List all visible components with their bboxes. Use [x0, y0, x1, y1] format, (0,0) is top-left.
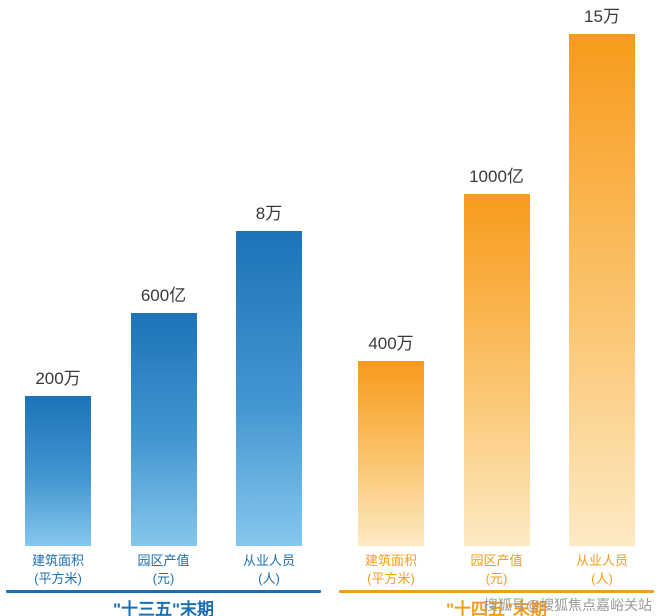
grouped-bar-chart: 200万 建筑面积 (平方米) 600亿 园区产值 (元) — [0, 4, 660, 616]
bar-employees-13th — [236, 231, 302, 546]
bar-building-area-13th — [25, 396, 91, 546]
axis-category-label: 园区产值 (元) — [470, 552, 522, 588]
bar-column-employees: 15万 从业人员 (人) — [562, 4, 642, 588]
bar-column-employees: 8万 从业人员 (人) — [229, 4, 309, 588]
bar-value-label: 400万 — [368, 334, 414, 353]
axis-category-label: 从业人员 (人) — [576, 552, 628, 588]
category-name: 园区产值 — [470, 553, 523, 568]
category-name: 从业人员 — [575, 553, 628, 568]
category-name: 建筑面积 — [364, 553, 417, 568]
category-unit: (元) — [485, 571, 508, 586]
bar-column-building-area: 400万 建筑面积 (平方米) — [351, 4, 431, 588]
category-name: 从业人员 — [242, 553, 295, 568]
bar-column-park-output: 600亿 园区产值 (元) — [124, 4, 204, 588]
bar-park-output-13th — [130, 313, 197, 546]
category-unit: (人) — [258, 571, 280, 586]
axis-category-label: 园区产值 (元) — [137, 552, 189, 588]
category-unit: (平方米) — [34, 571, 82, 586]
bar-employees-14th — [569, 34, 635, 546]
bar-building-area-14th — [358, 361, 424, 546]
bar-value-label: 200万 — [35, 369, 81, 388]
group-divider-line — [339, 590, 654, 593]
bar-value-label: 8万 — [255, 204, 283, 223]
bar-column-park-output: 1000亿 园区产值 (元) — [457, 4, 537, 588]
bar-column-building-area: 200万 建筑面积 (平方米) — [18, 4, 98, 588]
axis-category-label: 建筑面积 (平方米) — [365, 552, 417, 588]
category-unit: (元) — [152, 571, 175, 586]
group-label-14th-plan: "十四五"末期 — [445, 600, 548, 616]
bars-row: 200万 建筑面积 (平方米) 600亿 园区产值 (元) — [6, 4, 321, 588]
category-unit: (平方米) — [367, 571, 415, 586]
category-unit: (人) — [591, 571, 613, 586]
axis-category-label: 从业人员 (人) — [243, 552, 295, 588]
category-name: 园区产值 — [137, 553, 190, 568]
group-14th-plan-period: 400万 建筑面积 (平方米) 1000亿 园区产值 (元) — [339, 4, 654, 616]
bar-value-label: 1000亿 — [469, 167, 524, 186]
bar-value-label: 600亿 — [140, 286, 187, 305]
group-label-13th-plan: "十三五"末期 — [112, 600, 215, 616]
bars-row: 400万 建筑面积 (平方米) 1000亿 园区产值 (元) — [339, 4, 654, 588]
bar-value-label: 15万 — [584, 7, 620, 26]
group-13th-plan-period: 200万 建筑面积 (平方米) 600亿 园区产值 (元) — [6, 4, 321, 616]
group-divider-line — [6, 590, 321, 593]
watermark-text: 搜狐号@搜狐焦点嘉峪关站 — [483, 597, 652, 613]
category-name: 建筑面积 — [31, 553, 84, 568]
bar-park-output-14th — [463, 194, 530, 546]
axis-category-label: 建筑面积 (平方米) — [32, 552, 84, 588]
